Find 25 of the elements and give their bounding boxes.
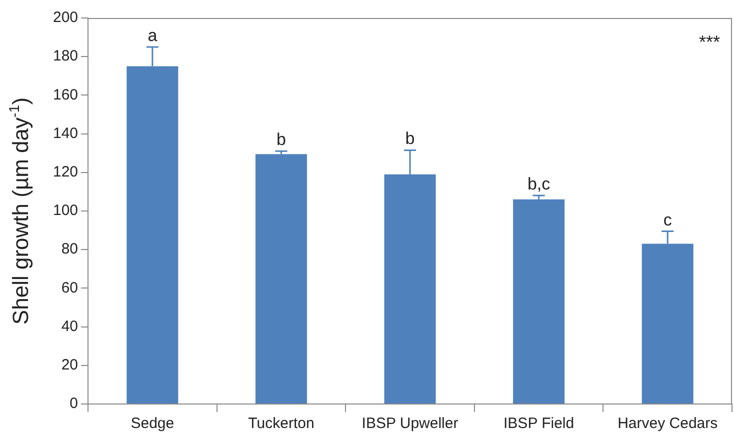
annotation: a	[148, 26, 158, 45]
annotation: b	[405, 129, 415, 148]
y-tick-label: 80	[61, 240, 78, 258]
bar	[255, 154, 307, 404]
y-axis-title: Shell growth (µm day-1)	[7, 97, 33, 325]
y-tick-label: 140	[52, 124, 78, 142]
y-tick-label: 60	[61, 279, 78, 296]
x-tick-label: IBSP Field	[504, 415, 574, 432]
x-tick-label: Tuckerton	[248, 415, 314, 432]
x-tick-label: Harvey Cedars	[618, 415, 718, 432]
y-tick-label: 0	[70, 395, 78, 412]
annotation: ***	[698, 32, 720, 52]
y-tick-label: 160	[52, 86, 78, 104]
annotation: b	[276, 130, 286, 150]
x-tick-label: Sedge	[130, 415, 174, 432]
annotation: c	[663, 210, 672, 230]
bar	[513, 199, 565, 404]
annotation: b,c	[527, 174, 551, 194]
y-tick-label: 200	[52, 9, 78, 26]
x-tick-label: IBSP Upweller	[362, 415, 458, 432]
y-tick-label: 180	[52, 48, 78, 65]
y-tick-label: 20	[61, 356, 78, 374]
y-tick-label: 120	[52, 164, 78, 181]
y-tick-label: 100	[52, 202, 78, 220]
y-tick-label: 40	[61, 318, 78, 335]
